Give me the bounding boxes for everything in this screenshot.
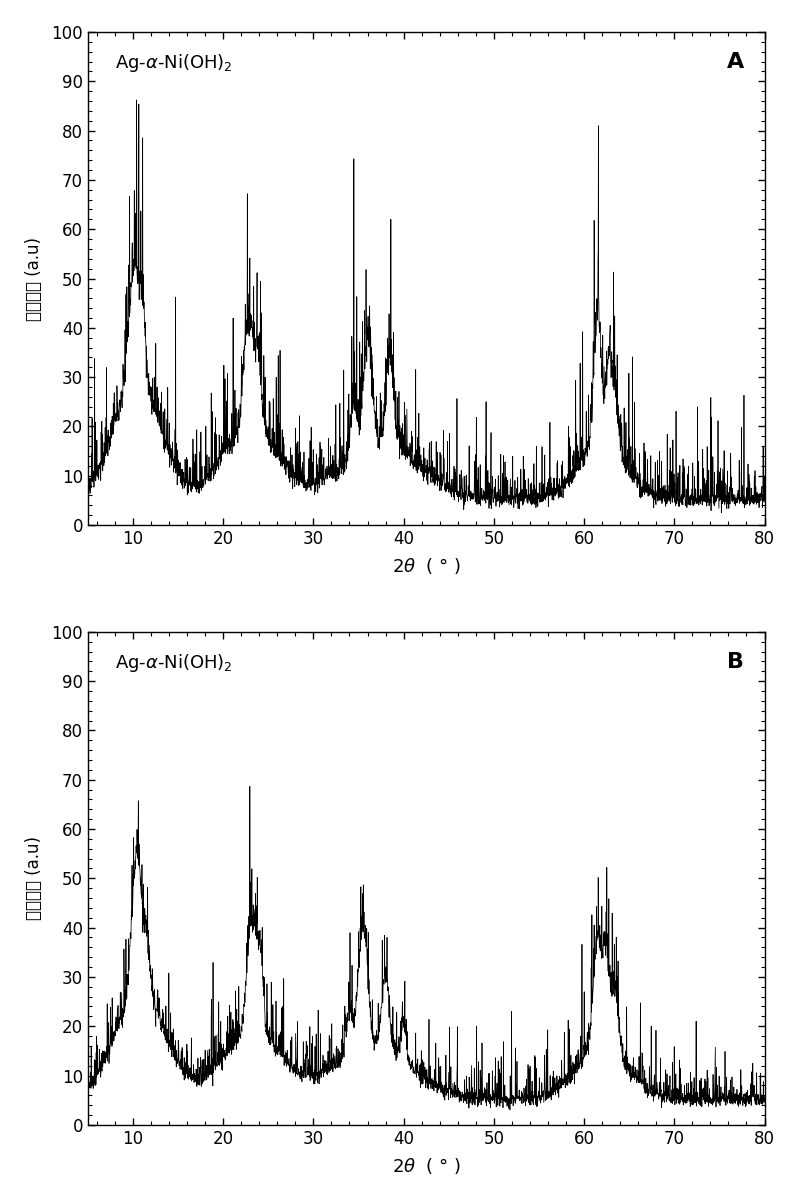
Text: B: B (727, 651, 744, 671)
Y-axis label: 衍射强度 (a.u): 衍射强度 (a.u) (25, 836, 43, 920)
X-axis label: 2$\theta$  ( $\degree$ ): 2$\theta$ ( $\degree$ ) (392, 556, 461, 576)
Text: Ag-$\alpha$-Ni(OH)$_2$: Ag-$\alpha$-Ni(OH)$_2$ (115, 52, 233, 73)
Text: Ag-$\alpha$-Ni(OH)$_2$: Ag-$\alpha$-Ni(OH)$_2$ (115, 651, 233, 674)
X-axis label: 2$\theta$  ( $\degree$ ): 2$\theta$ ( $\degree$ ) (392, 1157, 461, 1176)
Text: A: A (727, 52, 744, 72)
Y-axis label: 衍射强度 (a.u): 衍射强度 (a.u) (25, 237, 43, 321)
